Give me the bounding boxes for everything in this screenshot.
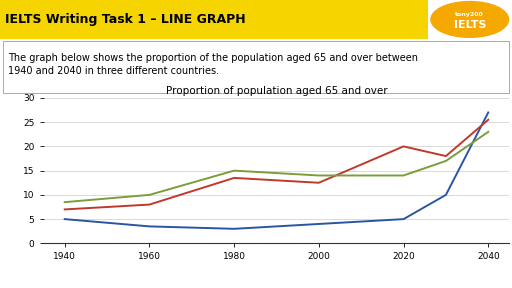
- Title: Proportion of population aged 65 and over: Proportion of population aged 65 and ove…: [166, 86, 387, 96]
- Text: The graph below shows the proportion of the population aged 65 and over between
: The graph below shows the proportion of …: [8, 52, 418, 76]
- FancyBboxPatch shape: [3, 41, 509, 93]
- Text: tony200: tony200: [455, 12, 484, 17]
- Circle shape: [431, 1, 508, 37]
- Text: IELTS Writing Task 1 – LINE GRAPH: IELTS Writing Task 1 – LINE GRAPH: [5, 13, 246, 26]
- Text: IELTS: IELTS: [454, 20, 486, 30]
